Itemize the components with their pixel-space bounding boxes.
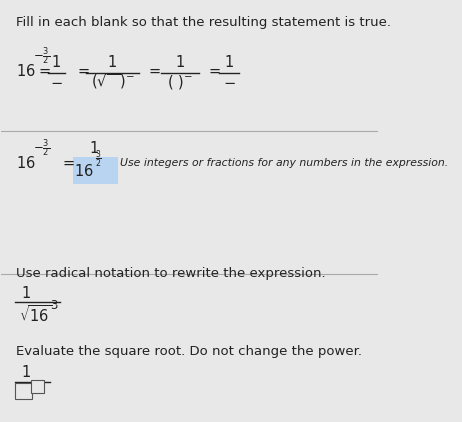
Text: $=$: $=$ xyxy=(75,63,90,78)
Text: $=$: $=$ xyxy=(146,63,162,78)
FancyBboxPatch shape xyxy=(73,157,118,184)
Text: $=$: $=$ xyxy=(60,155,75,170)
FancyBboxPatch shape xyxy=(15,383,32,399)
Text: Evaluate the square root. Do not change the power.: Evaluate the square root. Do not change … xyxy=(17,345,362,358)
Text: $-$: $-$ xyxy=(49,74,62,89)
Text: $\sqrt{16}$: $\sqrt{16}$ xyxy=(18,305,52,325)
Text: $16$: $16$ xyxy=(17,62,36,78)
Text: $(\sqrt{\ \ })^{-}$: $(\sqrt{\ \ })^{-}$ xyxy=(91,73,134,91)
Text: $\frac{3}{2}$: $\frac{3}{2}$ xyxy=(95,149,102,170)
Text: $-\frac{3}{2}$: $-\frac{3}{2}$ xyxy=(33,137,50,159)
Text: $1$: $1$ xyxy=(51,54,61,70)
Text: $1$: $1$ xyxy=(224,54,234,70)
Text: $1$: $1$ xyxy=(89,140,98,156)
Text: Use radical notation to rewrite the expression.: Use radical notation to rewrite the expr… xyxy=(17,268,326,280)
Text: $1$: $1$ xyxy=(21,285,31,301)
Text: Fill in each blank so that the resulting statement is true.: Fill in each blank so that the resulting… xyxy=(17,16,391,29)
Text: $16$: $16$ xyxy=(73,163,93,179)
FancyBboxPatch shape xyxy=(31,380,44,392)
Text: $1$: $1$ xyxy=(21,365,31,380)
Text: $(\ )^{-}$: $(\ )^{-}$ xyxy=(167,73,193,91)
Text: $1$: $1$ xyxy=(108,54,117,70)
Text: $=$: $=$ xyxy=(36,63,51,78)
Text: $=$: $=$ xyxy=(207,63,222,78)
Text: Use integers or fractions for any numbers in the expression.: Use integers or fractions for any number… xyxy=(120,158,448,168)
Text: $16$: $16$ xyxy=(17,155,36,171)
Text: $3$: $3$ xyxy=(50,299,58,312)
Text: $-\frac{3}{2}$: $-\frac{3}{2}$ xyxy=(33,45,50,67)
Text: $1$: $1$ xyxy=(175,54,185,70)
Text: $-$: $-$ xyxy=(223,74,235,89)
